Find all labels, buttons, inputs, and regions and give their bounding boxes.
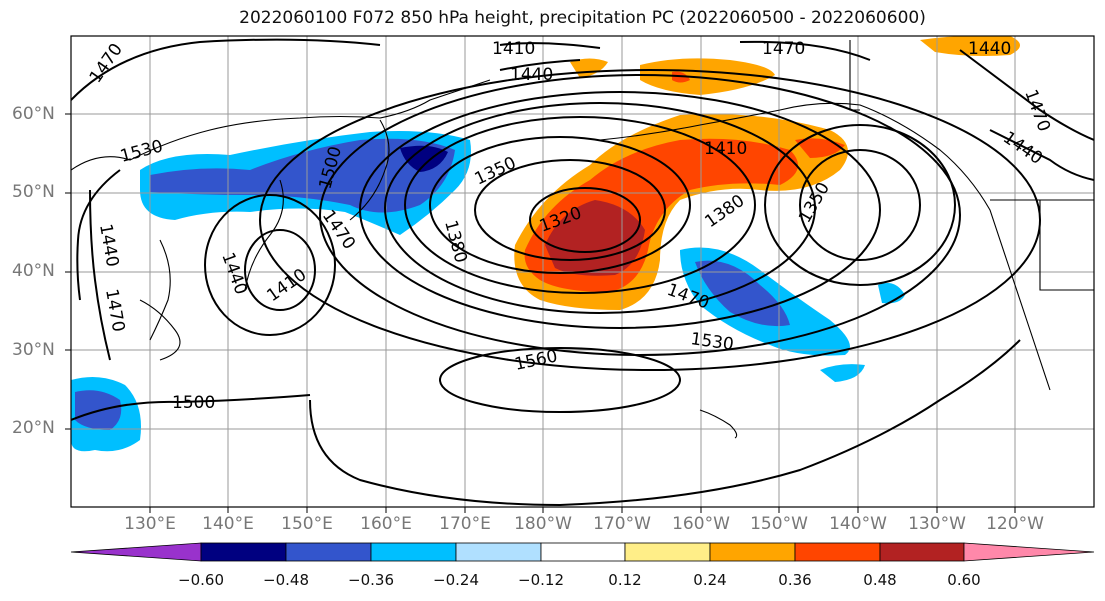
contour-label: 1410 [492,39,535,59]
lon-label: 160°E [360,514,412,534]
contour-1440 [384,102,816,314]
lon-label: 130°W [908,514,966,534]
contour-label: 1440 [510,65,553,85]
map-title: 2022060100 F072 850 hPa height, precipit… [239,8,926,28]
colorbar-label: 0.48 [863,571,897,589]
lon-label: 170°W [593,514,651,534]
lat-label: 60°N [12,104,55,124]
colorbar-swatch-10 [963,542,1095,562]
contour-1380 [429,136,691,274]
tick-marks [65,113,1016,513]
lon-label: 140°W [829,514,887,534]
contour-1470 [359,91,881,329]
contour-1560 [439,347,681,413]
colorbar-label: 0.24 [693,571,727,589]
map-area: 1470 1410 1440 1470 1440 1530 1500 1350 … [71,36,1094,507]
lon-label: 130°E [124,514,176,534]
colorbar-swatch-4 [455,542,542,562]
contour-1380-east [764,124,956,286]
colorbar-swatch-2 [285,542,372,562]
colorbar-label: 0.60 [947,571,981,589]
contour-1410 [404,116,756,294]
lat-label: 20°N [12,418,55,438]
colorbar-swatch-8 [794,542,881,562]
graticule [71,36,1094,507]
colorbar [70,542,1095,562]
colorbar-swatch-6 [624,542,711,562]
colorbar-label: −0.24 [433,571,479,589]
contour-1500 [319,74,961,356]
colorbar-label: 0.12 [608,571,642,589]
contour-1410-west [244,229,316,311]
colorbar-label: 0.36 [778,571,812,589]
colorbar-label: −0.48 [263,571,309,589]
lat-label: 50°N [12,182,55,202]
colorbar-swatch-5 [540,542,626,562]
lon-label: 150°E [281,514,333,534]
contour-1530 [259,69,1041,371]
colorbar-label: −0.12 [518,571,564,589]
colorbar-swatch-1 [200,542,287,562]
contour-label: 1440 [968,39,1011,59]
lat-label: 40°N [12,261,55,281]
contour-1440-west [204,194,336,336]
colorbar-label: −0.36 [348,571,394,589]
contour-1320 [529,187,641,253]
colorbar-swatch-3 [370,542,457,562]
lon-label: 180°W [514,514,572,534]
colorbar-swatch-0 [70,542,202,562]
lon-label: 170°E [439,514,491,534]
lat-label: 30°N [12,340,55,360]
colorbar-swatch-9 [879,542,965,562]
contour-1470-north [71,38,381,101]
contour-label: 1500 [172,393,215,413]
height-contours [71,38,1094,507]
lon-label: 140°E [202,514,254,534]
contour-label: 1470 [762,39,805,59]
contour-label: 1410 [704,139,747,159]
colorbar-label: −0.60 [178,571,224,589]
lon-label: 150°W [750,514,808,534]
contour-1350-east [799,149,921,261]
contour-1350 [474,159,666,261]
coastlines [71,40,1094,439]
lon-label: 160°W [672,514,730,534]
lon-label: 120°W [986,514,1044,534]
colorbar-swatch-7 [709,542,796,562]
